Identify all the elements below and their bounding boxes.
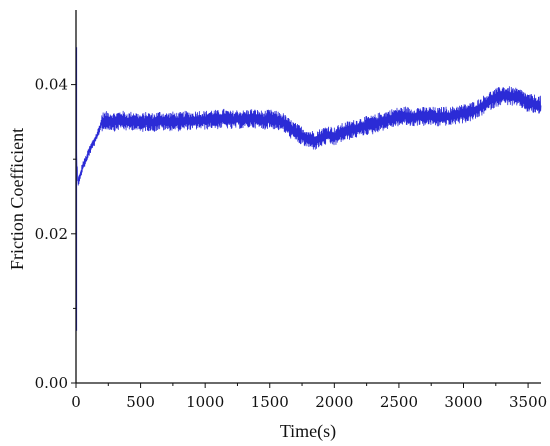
x-tick-label: 2000	[315, 393, 353, 411]
x-tick-label: 3000	[444, 393, 482, 411]
x-axis-title: Time(s)	[280, 421, 336, 442]
x-tick-label: 1000	[186, 393, 224, 411]
x-tick-label: 1500	[251, 393, 289, 411]
x-tick-label: 2500	[380, 393, 418, 411]
plot-area	[75, 43, 542, 331]
y-tick-label: 0.02	[35, 225, 68, 243]
x-tick-label: 3500	[509, 393, 547, 411]
y-tick-label: 0.04	[35, 76, 68, 94]
x-tick-label: 500	[126, 393, 155, 411]
axes: 0 500 1000 1500 2000 2500 3000 3500 0.00 0.02 0.04	[35, 10, 547, 411]
x-tick-label: 0	[71, 393, 81, 411]
y-axis-title: Friction Coefficient	[7, 128, 27, 270]
y-tick-label: 0.00	[35, 374, 68, 392]
series-0-line	[75, 43, 542, 186]
